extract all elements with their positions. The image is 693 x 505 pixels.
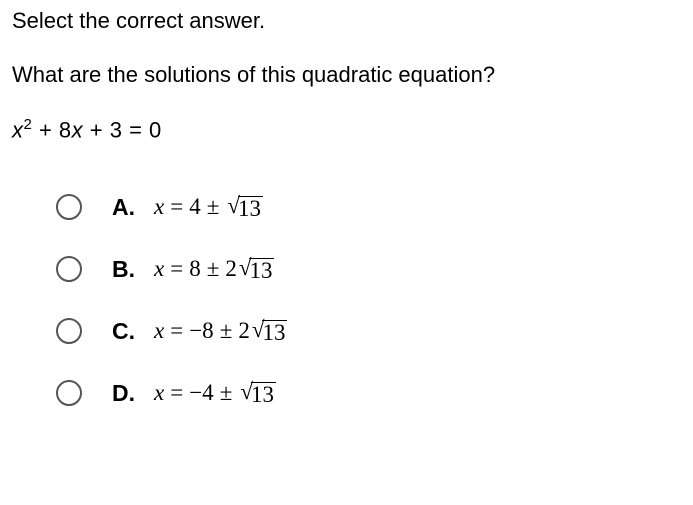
option-a-radicand: 13 — [238, 196, 263, 221]
option-a-letter: A. — [112, 194, 154, 221]
option-d-val: −4 — [189, 380, 213, 406]
option-c-radicand: 13 — [262, 320, 287, 345]
option-a-pm: ± — [207, 194, 220, 220]
option-a-lhs: x — [154, 194, 164, 220]
option-b-radicand: 13 — [249, 258, 274, 283]
option-d-lhs: x — [154, 380, 164, 406]
eq-var: x — [12, 117, 24, 142]
option-c-pm: ± — [220, 318, 233, 344]
eq-var2: x — [72, 117, 84, 142]
option-c-val: −8 — [189, 318, 213, 344]
option-d-pm: ± — [220, 380, 233, 406]
eq-part2: + 3 = 0 — [83, 117, 162, 142]
option-b[interactable]: B. x = 8 ± 2 √ 13 — [56, 249, 681, 289]
option-c-math: x = −8 ± 2 √ 13 — [154, 317, 287, 345]
option-b-lhs: x — [154, 256, 164, 282]
instruction-text: Select the correct answer. — [12, 8, 681, 34]
option-d[interactable]: D. x = −4 ± √ 13 — [56, 373, 681, 413]
equation-display: x2 + 8x + 3 = 0 — [12, 116, 681, 143]
sqrt-icon: √ 13 — [240, 379, 276, 407]
radio-c[interactable] — [56, 318, 82, 344]
question-text: What are the solutions of this quadratic… — [12, 62, 681, 88]
option-c-letter: C. — [112, 318, 154, 345]
radio-d[interactable] — [56, 380, 82, 406]
option-b-math: x = 8 ± 2 √ 13 — [154, 255, 274, 283]
option-d-radicand: 13 — [251, 382, 276, 407]
option-b-val: 8 — [189, 256, 201, 282]
option-b-pm: ± — [207, 256, 220, 282]
option-c-lhs: x — [154, 318, 164, 344]
options-container: A. x = 4 ± √ 13 B. x = 8 ± 2 √ 13 — [12, 187, 681, 413]
radio-a[interactable] — [56, 194, 82, 220]
option-b-coef: 2 — [225, 256, 237, 282]
sqrt-icon: √ 13 — [227, 193, 263, 221]
option-d-math: x = −4 ± √ 13 — [154, 379, 276, 407]
option-d-eq: = — [170, 380, 183, 406]
option-a-math: x = 4 ± √ 13 — [154, 193, 263, 221]
option-a[interactable]: A. x = 4 ± √ 13 — [56, 187, 681, 227]
radio-b[interactable] — [56, 256, 82, 282]
option-c[interactable]: C. x = −8 ± 2 √ 13 — [56, 311, 681, 351]
eq-part1: + 8 — [32, 117, 71, 142]
option-c-eq: = — [170, 318, 183, 344]
option-a-eq: = — [170, 194, 183, 220]
sqrt-icon: √ 13 — [252, 317, 288, 345]
option-d-letter: D. — [112, 380, 154, 407]
sqrt-icon: √ 13 — [239, 255, 275, 283]
option-c-coef: 2 — [238, 318, 250, 344]
option-a-val: 4 — [189, 194, 201, 220]
option-b-letter: B. — [112, 256, 154, 283]
option-b-eq: = — [170, 256, 183, 282]
